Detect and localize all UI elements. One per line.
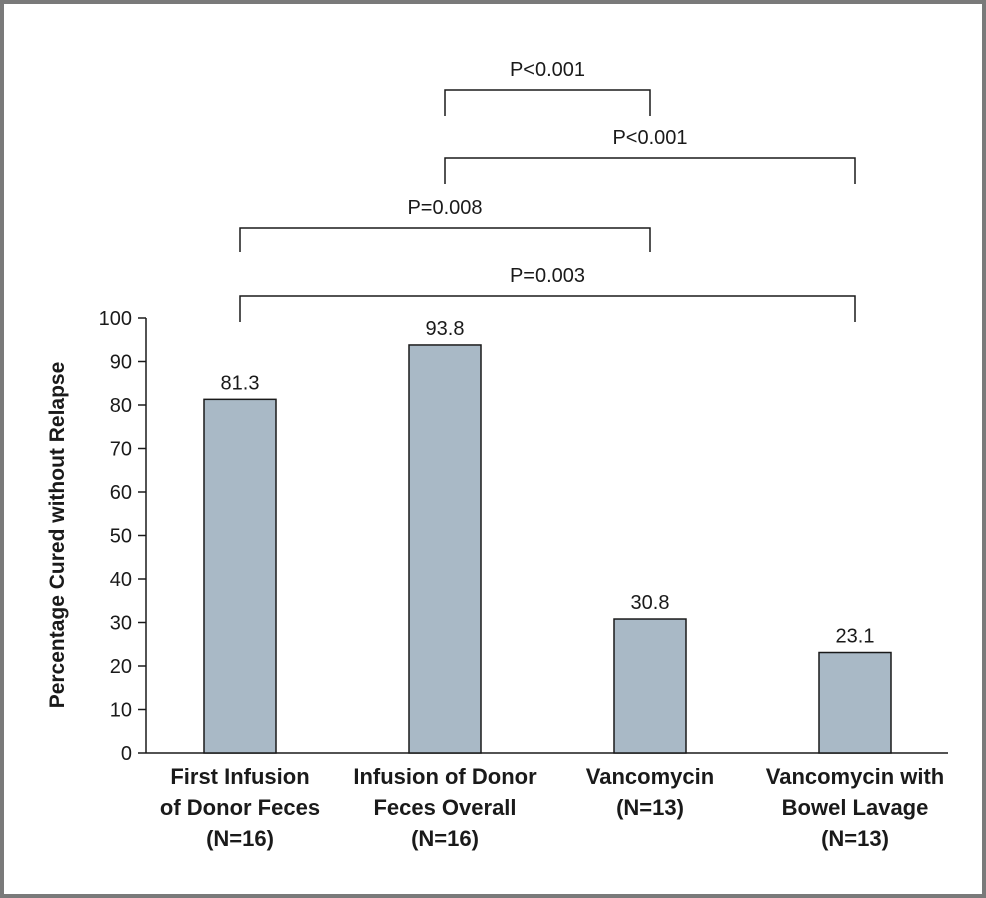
significance-brackets: P<0.001 P<0.001 P=0.008 P=0.003: [239, 59, 856, 322]
y-tick-label: 30: [110, 613, 132, 635]
bar-value-label: 93.8: [426, 318, 465, 340]
p-value-label: P<0.001: [612, 127, 687, 149]
x-category-label: Vancomycin: [586, 764, 714, 789]
y-tick-label: 10: [110, 700, 132, 722]
significance-bracket: [444, 89, 651, 116]
axes: 0 10 20 30 40 50 60 70 80 90 100 Percentage Cured w…: [46, 308, 948, 765]
x-category-label: (N=13): [616, 795, 684, 820]
y-tick-label: 80: [110, 395, 132, 417]
labels: 81.3 First Infusion of Donor Feces (N=16) 93…: [160, 318, 944, 851]
bar-value-label: 81.3: [221, 372, 260, 394]
y-tick-label: 20: [110, 656, 132, 678]
y-axis-label: Percentage Cured without Relapse: [46, 362, 69, 709]
x-category-label: First Infusion: [170, 764, 309, 789]
x-category-label: Feces Overall: [373, 795, 516, 820]
bar: [818, 651, 892, 754]
bar: [408, 344, 482, 754]
y-tick-label: 0: [121, 743, 132, 765]
significance-bracket: [444, 157, 856, 184]
y-tick-label: 40: [110, 569, 132, 591]
p-value-label: P=0.003: [510, 265, 585, 287]
y-tick-label: 60: [110, 482, 132, 504]
significance-bracket: [239, 227, 651, 252]
p-value-label: P<0.001: [510, 59, 585, 81]
x-category-label: Vancomycin with: [766, 764, 945, 789]
bar-value-label: 23.1: [836, 626, 875, 648]
y-tick-label: 70: [110, 439, 132, 461]
p-value-label: P=0.008: [407, 197, 482, 219]
y-tick-label: 90: [110, 352, 132, 374]
x-category-label: (N=13): [821, 826, 889, 851]
bar-value-label: 30.8: [631, 592, 670, 614]
bars: [203, 344, 892, 754]
y-tick-label: 50: [110, 526, 132, 548]
bar-chart: P<0.001 P<0.001 P=0.008 P=0.003 0 10 20 30 40 50…: [46, 59, 948, 851]
x-category-label: Bowel Lavage: [782, 795, 929, 820]
y-tick-label: 100: [99, 308, 132, 330]
bar: [203, 398, 277, 754]
x-category-label: Infusion of Donor: [353, 764, 537, 789]
x-category-label: (N=16): [411, 826, 479, 851]
significance-bracket: [239, 295, 856, 322]
x-category-label: of Donor Feces: [160, 795, 320, 820]
bar: [613, 618, 687, 754]
x-category-label: (N=16): [206, 826, 274, 851]
